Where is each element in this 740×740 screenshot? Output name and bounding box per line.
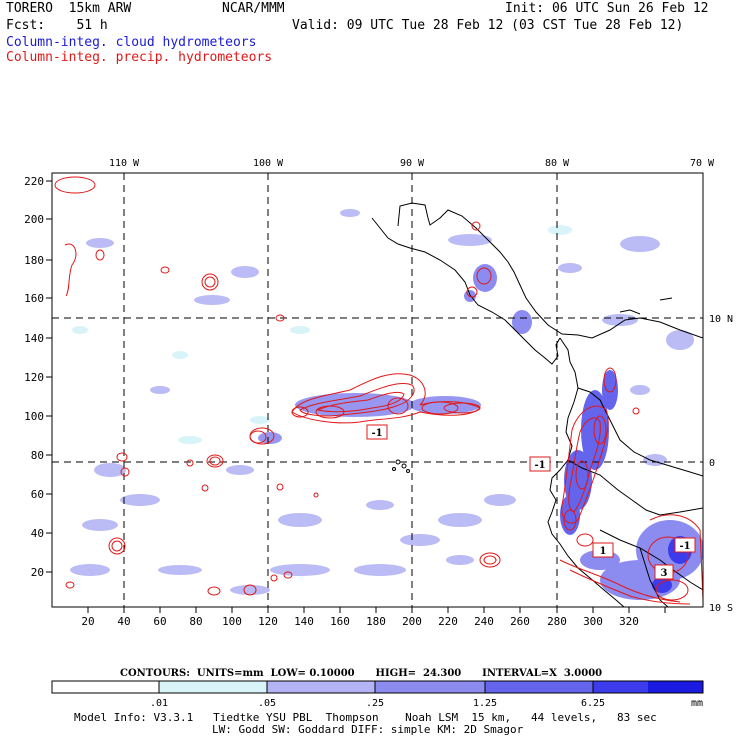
contour-label: -1 xyxy=(371,428,382,439)
cloud-shading xyxy=(70,209,703,600)
x-tick-label: 300 xyxy=(583,615,603,628)
lon-label: 70 W xyxy=(690,158,715,169)
valid-time: Valid: 09 UTC Tue 28 Feb 12 (03 CST Tue … xyxy=(292,18,684,33)
x-tick-label: 220 xyxy=(438,615,458,628)
colorbar-unit: mm xyxy=(691,698,703,709)
init-time: Init: 06 UTC Sun 26 Feb 12 xyxy=(505,1,709,16)
graticule xyxy=(52,173,703,607)
colorbar-level: 1.25 xyxy=(473,698,497,709)
lat-label: 0 xyxy=(709,458,715,469)
lon-label: 90 W xyxy=(400,158,425,169)
x-tick-label: 20 xyxy=(81,615,94,628)
tick-marks xyxy=(46,180,666,613)
x-tick-label: 140 xyxy=(294,615,314,628)
colorbar-bin xyxy=(648,681,703,693)
x-tick-label: 260 xyxy=(510,615,530,628)
lon-label: 110 W xyxy=(109,158,140,169)
x-tick-label: 160 xyxy=(330,615,350,628)
contour-info: CONTOURS: UNITS=mm LOW= 0.10000 HIGH= 24… xyxy=(120,668,602,679)
colorbar-bin xyxy=(375,681,485,693)
colorbar-bin xyxy=(159,681,267,693)
x-tick-label: 280 xyxy=(547,615,567,628)
lon-label: 80 W xyxy=(545,158,570,169)
y-tick-label: 160 xyxy=(24,292,44,305)
contour-label-box: 3 xyxy=(654,564,674,580)
y-tick-labels: 220 200 180 160 140 120 100 80 60 40 20 xyxy=(24,175,44,579)
contour-label-box: 1 xyxy=(592,542,614,558)
contour-label: 1 xyxy=(600,546,607,557)
y-tick-label: 180 xyxy=(24,254,44,267)
x-tick-label: 40 xyxy=(117,615,130,628)
y-tick-label: 120 xyxy=(24,371,44,384)
lon-label: 100 W xyxy=(253,158,284,169)
x-tick-label: 100 xyxy=(222,615,242,628)
contour-label-box: -1 xyxy=(366,424,388,440)
field-cloud-hydrometeors: Column-integ. cloud hydrometeors xyxy=(6,35,257,50)
model-name: TORERO 15km ARW xyxy=(6,1,132,16)
x-tick-label: 320 xyxy=(619,615,639,628)
colorbar-level: 6.25 xyxy=(581,698,605,709)
colorbar-level: .25 xyxy=(366,698,384,709)
y-tick-label: 140 xyxy=(24,332,44,345)
y-tick-label: 60 xyxy=(31,488,44,501)
y-tick-label: 200 xyxy=(24,213,44,226)
contour-label-box: -1 xyxy=(529,456,551,472)
x-tick-label: 60 xyxy=(153,615,166,628)
forecast-hour: Fcst: 51 h xyxy=(6,18,108,33)
contour-label-box: -1 xyxy=(674,537,696,553)
contour-value-boxes: -1 -1 1 -1 3 xyxy=(366,424,696,580)
colorbar-bin xyxy=(485,681,593,693)
colorbar-level: .01 xyxy=(150,698,168,709)
field-precip-hydrometeors: Column-integ. precip. hydrometeors xyxy=(6,50,273,65)
y-tick-label: 20 xyxy=(31,566,44,579)
x-tick-label: 180 xyxy=(366,615,386,628)
model-physics: LW: Godd SW: Goddard DIFF: simple KM: 2D… xyxy=(212,723,524,736)
colorbar-level: .05 xyxy=(258,698,276,709)
lat-label: 10 S xyxy=(709,603,733,614)
colorbar-bin xyxy=(267,681,375,693)
y-tick-label: 40 xyxy=(31,527,44,540)
y-tick-label: 100 xyxy=(24,410,44,423)
model-info: Model Info: V3.3.1 Tiedtke YSU PBL Thomp… xyxy=(74,711,657,724)
plot-frame xyxy=(51,172,704,608)
organization: NCAR/MMM xyxy=(222,1,285,16)
y-tick-label: 80 xyxy=(31,449,44,462)
lat-label: 10 N xyxy=(709,314,733,325)
colorbar-bin xyxy=(593,681,648,693)
contour-label: -1 xyxy=(534,460,545,471)
contour-label: -1 xyxy=(679,541,690,552)
contour-label: 3 xyxy=(661,568,668,579)
x-tick-label: 200 xyxy=(402,615,422,628)
precip-contours xyxy=(54,176,703,605)
y-tick-label: 220 xyxy=(24,175,44,188)
colorbar-bin xyxy=(52,681,159,693)
latitude-labels: 10 N 0 10 S xyxy=(709,314,733,614)
colorbar: .01 .05 .25 1.25 6.25 mm xyxy=(51,680,704,709)
x-tick-labels: 20 40 60 80 100 120 140 160 180 200 220 … xyxy=(81,615,639,628)
x-tick-label: 240 xyxy=(474,615,494,628)
x-tick-label: 80 xyxy=(189,615,202,628)
x-tick-label: 120 xyxy=(258,615,278,628)
longitude-labels: 110 W 100 W 90 W 80 W 70 W xyxy=(109,158,715,169)
